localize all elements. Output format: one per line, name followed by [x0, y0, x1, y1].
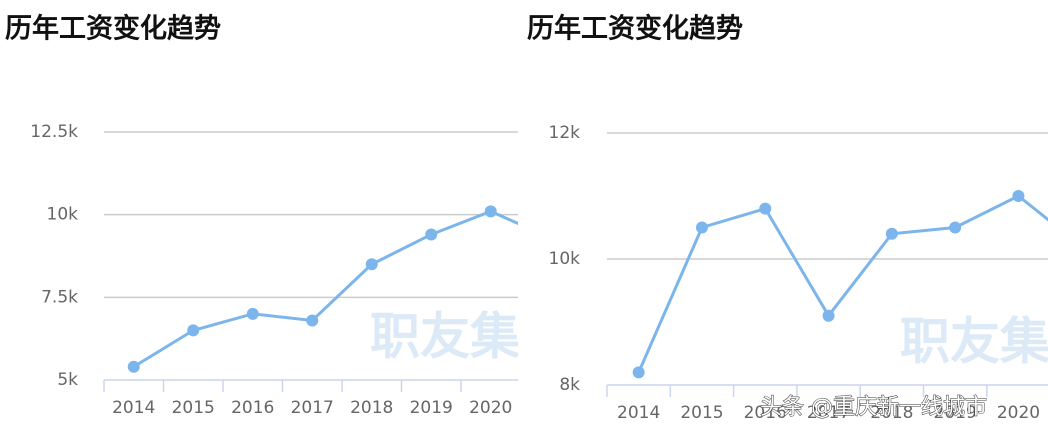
x-tick-label: 2020	[469, 398, 512, 418]
point	[187, 324, 200, 337]
chart-title: 历年工资变化趋势	[5, 13, 221, 45]
point	[425, 228, 438, 241]
point	[695, 221, 708, 234]
point	[365, 258, 378, 271]
y-tick-label: 12k	[549, 123, 581, 143]
x-tick-label: 2015	[680, 403, 723, 423]
x-tick-label: 2018	[870, 403, 913, 423]
y-tick-label: 5k	[57, 370, 78, 390]
x-tick-label: 2016	[231, 398, 274, 418]
point	[127, 360, 140, 373]
point	[885, 227, 898, 240]
chart-title: 历年工资变化趋势	[527, 13, 743, 45]
watermark: 职友集	[900, 313, 1048, 371]
x-tick-label: 2015	[172, 398, 215, 418]
point	[246, 307, 259, 320]
point	[759, 202, 772, 215]
x-tick-label: 2014	[112, 398, 155, 418]
point	[1012, 190, 1025, 202]
y-tick-label: 12.5k	[30, 122, 78, 142]
y-tick-label: 8k	[559, 375, 580, 395]
point	[632, 366, 645, 379]
x-tick-label: 2016	[744, 403, 787, 423]
watermark-overlay: 头条 @重庆新一线城市	[760, 395, 987, 420]
y-tick-label: 7.5k	[41, 287, 78, 307]
x-tick-label: 2017	[807, 403, 850, 423]
x-tick-label: 2018	[350, 398, 393, 418]
x-tick-label: 2020	[997, 403, 1040, 423]
line	[132, 209, 518, 369]
x-tick-label: 2014	[617, 403, 660, 423]
y-tick-label: 10k	[47, 205, 79, 225]
watermark: 职友集	[370, 308, 520, 366]
line	[637, 194, 1048, 374]
x-tick-label: 2019	[410, 398, 453, 418]
x-tick-label: 2017	[291, 398, 334, 418]
x-tick-label: 2019	[934, 403, 977, 423]
point	[822, 309, 835, 322]
point	[484, 205, 497, 218]
y-tick-label: 10k	[549, 249, 581, 269]
point	[949, 221, 962, 234]
point	[544, 232, 556, 244]
point	[306, 314, 319, 327]
